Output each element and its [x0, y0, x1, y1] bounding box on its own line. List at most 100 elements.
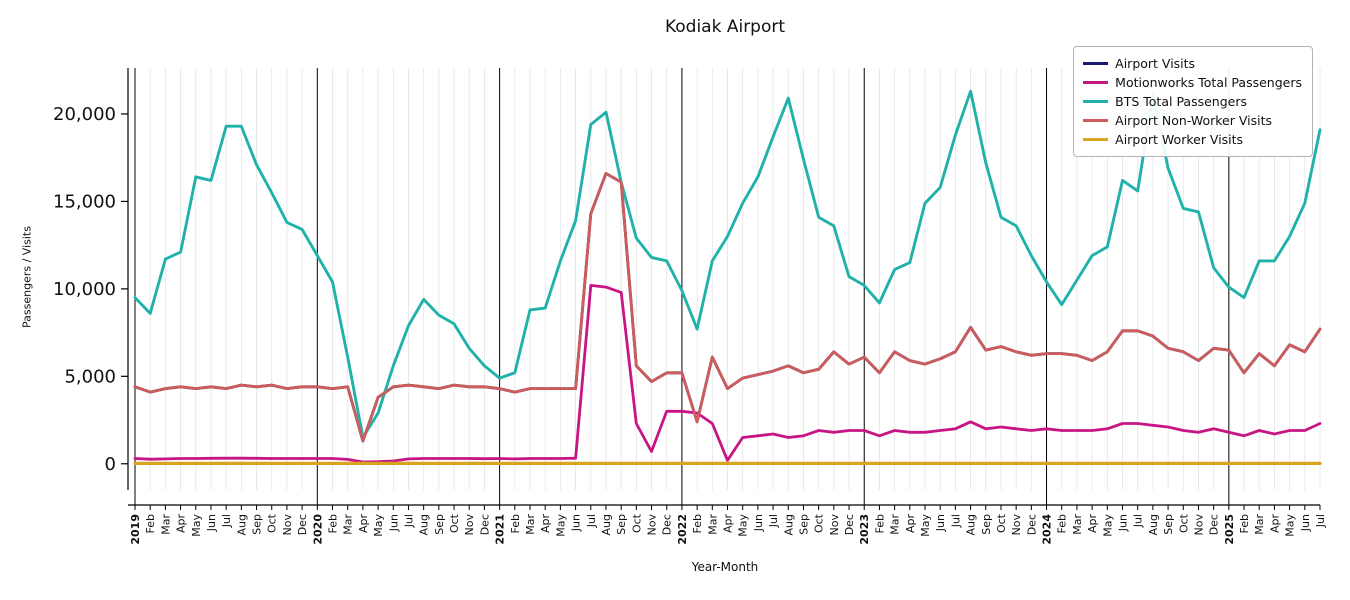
- y-tick-label: 10,000: [53, 279, 116, 300]
- x-tick-label: 2023: [858, 514, 871, 545]
- x-tick-label: Feb: [873, 514, 886, 533]
- x-tick-label: 2020: [311, 514, 324, 545]
- x-tick-label: Sep: [615, 514, 628, 535]
- x-tick-label: Feb: [1238, 514, 1251, 533]
- x-tick-label: Jul: [767, 514, 780, 528]
- legend-line-swatch: [1083, 138, 1109, 141]
- x-tick-label: Oct: [448, 513, 461, 533]
- legend-item-bts-total-passengers: BTS Total Passengers: [1083, 92, 1302, 111]
- x-tick-label: 2025: [1223, 514, 1236, 545]
- x-tick-label: Feb: [1056, 514, 1069, 533]
- x-tick-label: Apr: [539, 514, 552, 534]
- x-tick-label: Oct: [266, 513, 279, 533]
- x-tick-label: Mar: [1071, 514, 1084, 535]
- x-tick-label: Nov: [281, 514, 294, 536]
- y-tick-label: 15,000: [53, 191, 116, 212]
- x-tick-label: 2021: [494, 514, 507, 545]
- x-tick-label: Dec: [843, 514, 856, 535]
- x-tick-label: Aug: [418, 514, 431, 535]
- x-tick-label: Jul: [949, 514, 962, 528]
- x-tick-label: Oct: [630, 513, 643, 533]
- x-tick-label: Jun: [205, 514, 218, 532]
- x-tick-label: Oct: [1177, 513, 1190, 533]
- x-tick-label: Aug: [965, 514, 978, 535]
- x-tick-label: Sep: [797, 514, 810, 535]
- chart-title: Kodiak Airport: [664, 17, 786, 37]
- x-tick-label: Aug: [1147, 514, 1160, 535]
- x-tick-label: Jun: [752, 514, 765, 532]
- x-tick-label: May: [190, 514, 203, 537]
- legend-label: Airport Visits: [1115, 56, 1196, 71]
- legend-item-motionworks-total-passengers: Motionworks Total Passengers: [1083, 73, 1302, 92]
- x-tick-label: Apr: [1268, 514, 1281, 534]
- x-tick-label: Dec: [296, 514, 309, 535]
- x-tick-label: Apr: [1086, 514, 1099, 534]
- legend-label: Airport Worker Visits: [1115, 132, 1244, 147]
- x-tick-label: Apr: [904, 514, 917, 534]
- x-tick-label: Jul: [585, 514, 598, 528]
- x-tick-label: Jun: [1299, 514, 1312, 532]
- x-tick-label: Aug: [235, 514, 248, 535]
- x-tick-label: Feb: [691, 514, 704, 533]
- x-tick-label: Sep: [980, 514, 993, 535]
- x-tick-label: Sep: [433, 514, 446, 535]
- x-tick-label: Jul: [220, 514, 233, 528]
- x-tick-label: Mar: [706, 514, 719, 535]
- x-tick-label: May: [1284, 514, 1297, 537]
- legend-label: Motionworks Total Passengers: [1115, 75, 1302, 90]
- x-tick-label: Nov: [1010, 514, 1023, 536]
- series-line-motionworks-total-passengers: [133, 283, 1322, 464]
- x-tick-label: Mar: [889, 514, 902, 535]
- x-tick-label: May: [554, 514, 567, 537]
- legend-label: BTS Total Passengers: [1115, 94, 1247, 109]
- x-tick-label: May: [1101, 514, 1114, 537]
- legend-line-swatch: [1083, 100, 1109, 103]
- series-line-bts-total-passengers: [133, 89, 1322, 439]
- x-tick-label: Apr: [175, 514, 188, 534]
- x-axis-label: Year-Month: [691, 560, 759, 574]
- y-tick-label: 0: [105, 454, 116, 475]
- y-tick-label: 5,000: [64, 366, 116, 387]
- x-tick-label: Apr: [357, 514, 370, 534]
- x-tick-label: 2019: [129, 514, 142, 545]
- x-tick-label: Jul: [402, 514, 415, 528]
- legend-line-swatch: [1083, 81, 1109, 84]
- x-tick-label: Oct: [813, 513, 826, 533]
- x-tick-label: Mar: [1253, 514, 1266, 535]
- x-tick-label: Oct: [995, 513, 1008, 533]
- x-tick-label: Jun: [570, 514, 583, 532]
- x-tick-label: Feb: [327, 514, 340, 533]
- x-tick-label: 2022: [676, 514, 689, 545]
- x-tick-label: Nov: [463, 514, 476, 536]
- x-tick-label: Jun: [1117, 514, 1130, 532]
- y-axis-label: Passengers / Visits: [20, 226, 34, 328]
- x-tick-label: Sep: [251, 514, 264, 535]
- x-tick-label: Sep: [1162, 514, 1175, 535]
- legend-item-airport-visits: Airport Visits: [1083, 54, 1302, 73]
- x-tick-label: Jul: [1314, 514, 1327, 528]
- x-tick-label: Feb: [509, 514, 522, 533]
- x-tick-label: Mar: [159, 514, 172, 535]
- legend-line-swatch: [1083, 119, 1109, 122]
- x-tick-label: Jun: [387, 514, 400, 532]
- x-tick-label: Aug: [782, 514, 795, 535]
- x-tick-label: Nov: [1192, 514, 1205, 536]
- x-tick-label: May: [372, 514, 385, 537]
- legend-item-airport-non-worker-visits: Airport Non-Worker Visits: [1083, 111, 1302, 130]
- x-tick-label: Nov: [828, 514, 841, 536]
- x-tick-label: May: [919, 514, 932, 537]
- x-tick-label: Mar: [342, 514, 355, 535]
- x-tick-label: Dec: [1208, 514, 1221, 535]
- legend: Airport Visits Motionworks Total Passenge…: [1073, 46, 1313, 157]
- y-tick-label: 20,000: [53, 104, 116, 125]
- x-tick-label: 2024: [1041, 514, 1054, 545]
- x-tick-label: Jul: [1132, 514, 1145, 528]
- legend-item-airport-worker-visits: Airport Worker Visits: [1083, 130, 1302, 149]
- x-tick-label: Dec: [661, 514, 674, 535]
- x-tick-label: Nov: [646, 514, 659, 536]
- x-tick-label: Apr: [722, 514, 735, 534]
- series-line-airport-non-worker-visits: [133, 171, 1322, 443]
- x-tick-label: Dec: [1025, 514, 1038, 535]
